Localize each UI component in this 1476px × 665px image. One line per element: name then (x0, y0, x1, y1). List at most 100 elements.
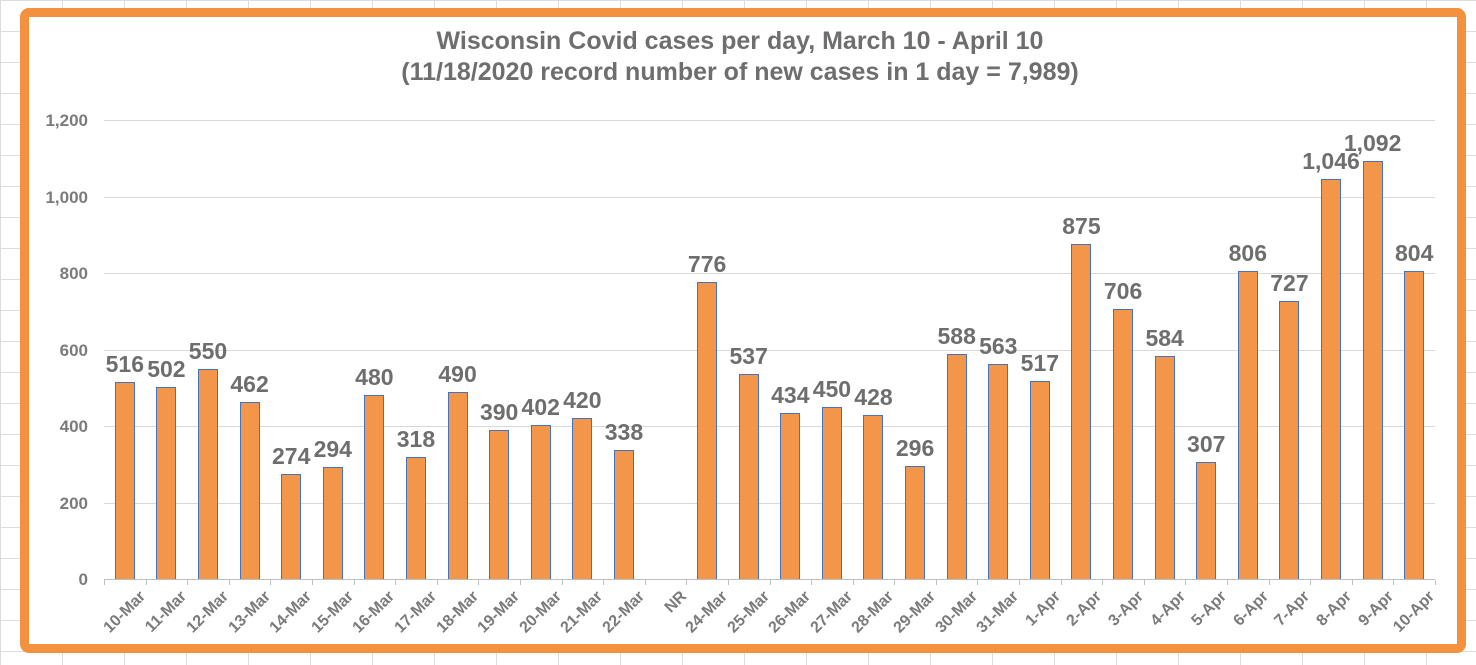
bar[interactable] (697, 282, 718, 579)
bar[interactable] (613, 449, 634, 579)
bar[interactable] (1362, 161, 1383, 579)
gridline (104, 349, 1435, 351)
bar-value-label: 727 (1270, 269, 1309, 296)
bar-value-label: 318 (396, 426, 436, 453)
bar[interactable] (905, 465, 926, 579)
x-axis-tick-mark (1310, 580, 1312, 585)
bar[interactable] (197, 368, 218, 579)
bar[interactable] (322, 466, 343, 579)
y-axis-tick-label: 1,200 (45, 111, 88, 130)
y-axis-tick-label: 800 (59, 264, 88, 283)
x-axis-tick-mark (478, 580, 480, 585)
bar-value-label: 804 (1395, 240, 1434, 267)
bar-value-label: 502 (147, 355, 186, 382)
bar[interactable] (489, 429, 510, 579)
x-axis-tick-mark (187, 580, 189, 585)
x-axis-tick-mark (1060, 580, 1062, 585)
bar-value-label: 274 (271, 443, 311, 470)
x-axis-tick-label: 10-Mar (100, 588, 149, 637)
x-axis-tick-mark (561, 580, 563, 585)
bar-value-label: 588 (937, 323, 976, 350)
bar[interactable] (1321, 178, 1342, 579)
bar[interactable] (405, 457, 426, 579)
x-axis-tick-mark (353, 580, 355, 585)
bar[interactable] (1237, 270, 1258, 579)
y-axis-tick-label: 200 (59, 493, 88, 513)
x-axis-tick-mark (270, 580, 272, 585)
bar[interactable] (738, 373, 759, 579)
bar[interactable] (821, 406, 842, 579)
chart-subtitle: (11/18/2020 record number of new cases i… (401, 58, 1079, 86)
x-axis-tick-mark (811, 580, 813, 585)
x-axis-tick-mark (603, 580, 605, 585)
bar[interactable] (530, 425, 551, 579)
x-axis-tick-mark (311, 580, 313, 585)
x-axis-tick-mark (727, 580, 729, 585)
bar-value-label: 428 (854, 384, 893, 411)
x-axis-tick-mark (769, 580, 771, 585)
gridline (104, 120, 1435, 121)
x-axis-tick-mark (1268, 580, 1270, 585)
bar[interactable] (364, 395, 385, 579)
bar[interactable] (447, 391, 468, 579)
bar-value-label: 480 (355, 364, 394, 391)
bar[interactable] (780, 412, 801, 579)
x-axis-tick-mark (686, 580, 688, 585)
bar[interactable] (1404, 271, 1425, 579)
chart-title-block: Wisconsin Covid cases per day, March 10 … (40, 26, 1440, 88)
bar-value-label: 563 (979, 332, 1018, 359)
bar[interactable] (281, 474, 302, 579)
y-axis-tick-label: 400 (59, 417, 88, 436)
bar-value-label: 402 (521, 394, 560, 421)
x-axis-line (104, 579, 1435, 580)
x-axis-tick-mark (644, 580, 646, 585)
bar-value-label: 294 (313, 435, 352, 462)
x-axis-tick-mark (104, 580, 105, 585)
y-axis-tick-label: 1,000 (45, 187, 88, 207)
bar-value-label: 338 (604, 418, 644, 445)
gridline (104, 196, 1435, 198)
x-axis-tick-mark (1102, 580, 1104, 585)
x-axis-tick-mark (1019, 580, 1021, 585)
bar[interactable] (572, 418, 593, 579)
x-axis-tick-mark (395, 580, 397, 585)
gridline (104, 502, 1435, 504)
x-axis-tick-mark (436, 580, 438, 585)
x-axis-tick-mark (228, 580, 230, 585)
bar[interactable] (1154, 355, 1175, 579)
x-axis-tick-mark (1351, 580, 1353, 585)
y-axis-tick-label: 600 (59, 340, 88, 360)
gridline (104, 426, 1435, 427)
bar[interactable] (114, 381, 135, 579)
bar[interactable] (1029, 381, 1050, 579)
x-axis-tick-mark (1227, 580, 1229, 585)
bar-value-label: 875 (1062, 213, 1101, 240)
x-axis-tick-mark (894, 580, 896, 585)
bar-value-label: 490 (438, 360, 477, 387)
x-axis-tick-mark (1143, 580, 1145, 585)
bar[interactable] (988, 363, 1009, 579)
bar-value-label: 584 (1145, 324, 1184, 351)
bar[interactable] (1279, 300, 1300, 579)
bar-value-label: 390 (479, 398, 519, 425)
bar-value-label: 462 (230, 371, 269, 398)
bar-value-label: 516 (105, 350, 144, 377)
bar[interactable] (1196, 461, 1217, 579)
x-axis-tick-mark (1435, 580, 1436, 585)
bar[interactable] (1071, 244, 1092, 579)
bar[interactable] (946, 354, 967, 579)
bar-value-label: 776 (687, 251, 727, 278)
x-axis-tick-mark (145, 580, 147, 585)
bar[interactable] (156, 386, 177, 579)
bar[interactable] (863, 415, 884, 579)
bar-value-label: 550 (188, 337, 228, 364)
bar-value-label: 706 (1103, 277, 1143, 304)
bar[interactable] (239, 402, 260, 579)
y-axis-tick-label: 0 (78, 570, 88, 589)
bar[interactable] (1113, 308, 1134, 579)
x-axis-tick-mark (1393, 580, 1395, 585)
bar-value-label: 307 (1187, 430, 1226, 457)
x-axis-tick-mark (977, 580, 979, 585)
bar-value-label: 296 (895, 434, 935, 461)
